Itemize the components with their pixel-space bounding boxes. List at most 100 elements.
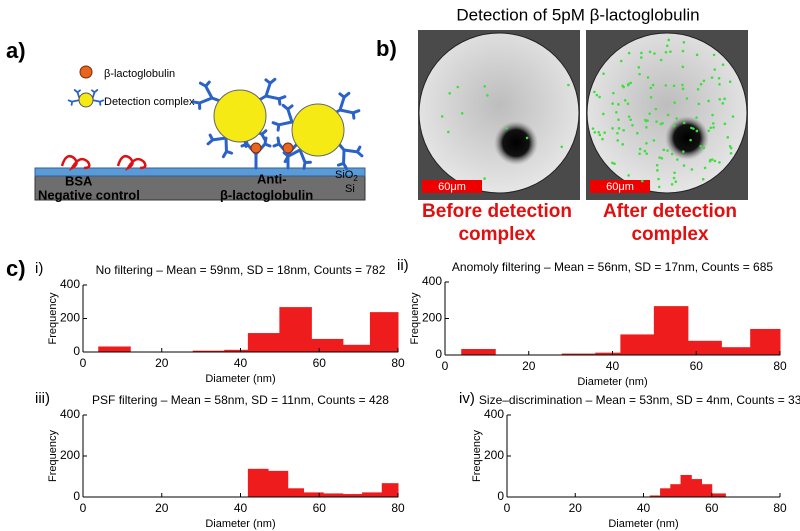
particle [622,129,625,132]
particle [655,120,658,123]
particle [602,72,605,75]
particle [440,115,444,118]
protein [282,142,294,154]
particle [701,177,705,181]
y-tick-label: 0 [73,489,80,503]
particle [623,98,627,102]
micrograph: 60μm [418,30,580,200]
particle [664,50,668,54]
particle [643,149,647,153]
particle [721,102,725,105]
particle [617,118,620,122]
x-tick-label: 60 [690,359,704,373]
bar [342,344,371,353]
particle [593,90,596,94]
y-tick-label: 200 [60,448,80,462]
particle [713,68,717,71]
bar [461,349,496,356]
particle [617,103,620,106]
complex [291,103,345,157]
particle [657,177,660,181]
chart-title: PSF filtering – Mean = 58nm, SD = 11nm, … [92,393,389,407]
panel-label: b) [376,36,397,61]
particle [560,145,564,149]
particle [636,131,639,135]
particle [695,116,698,119]
particle [649,86,653,90]
particle [483,177,486,180]
label: Anti- [257,171,287,186]
particle [682,40,686,44]
particle [611,161,614,165]
particle [598,95,601,99]
x-tick-label: 60 [313,356,327,370]
x-axis-label: Diameter (nm) [205,373,275,385]
bar [680,474,692,498]
particle [646,76,650,79]
particle [525,136,529,140]
micrograph: 60μm [586,30,748,200]
particle [627,51,631,55]
particle [456,85,460,89]
bar [98,346,131,353]
particle [603,131,606,134]
particle [711,113,714,117]
particle [672,176,676,180]
particle [595,93,599,97]
particle [483,85,487,88]
particle [672,124,676,128]
particle [612,91,615,95]
y-axis-label: Frequency [47,292,59,344]
x-axis-label: Diameter (nm) [577,376,647,388]
particle [648,112,651,115]
particle [702,146,706,150]
chart-title: Anomoly filtering – Mean = 56nm, SD = 17… [452,260,774,274]
particle [627,174,630,177]
x-tick-label: 40 [234,356,248,370]
particle [639,56,643,59]
bar [660,488,672,498]
label: Si [345,183,355,195]
particle [707,99,710,103]
bar [701,484,713,498]
label: Negative control [38,187,140,202]
panel-label: i) [35,260,43,277]
x-tick-label: 80 [391,501,405,515]
bar [687,340,722,356]
particle [598,133,602,137]
particle [718,97,722,101]
caption: complex [458,224,536,245]
protein-icon [79,65,93,79]
particle [631,123,634,127]
particle [672,84,676,88]
label: SiO2 [335,169,358,183]
sio2-layer [34,167,366,177]
particle [712,53,716,57]
particle [654,107,658,111]
x-tick-label: 80 [773,359,787,373]
particle [726,136,730,139]
panel-label: a) [6,38,26,63]
particle [645,152,649,155]
particle [681,87,685,91]
particle [699,82,703,86]
particle [723,122,727,126]
x-tick-label: 0 [442,359,449,373]
particle [638,152,641,156]
particle [615,110,618,114]
particle [637,66,641,69]
y-axis-label: Frequency [471,430,483,482]
particle [611,127,614,130]
complex [213,89,267,143]
particle [629,81,633,85]
particle [689,138,692,142]
particle [659,58,663,62]
particle [665,44,669,48]
particle [644,119,648,123]
bsa-shape [60,155,147,171]
particle [685,97,689,100]
particle [702,79,706,83]
particle [675,117,678,120]
particle [659,122,663,126]
particle [655,163,659,167]
